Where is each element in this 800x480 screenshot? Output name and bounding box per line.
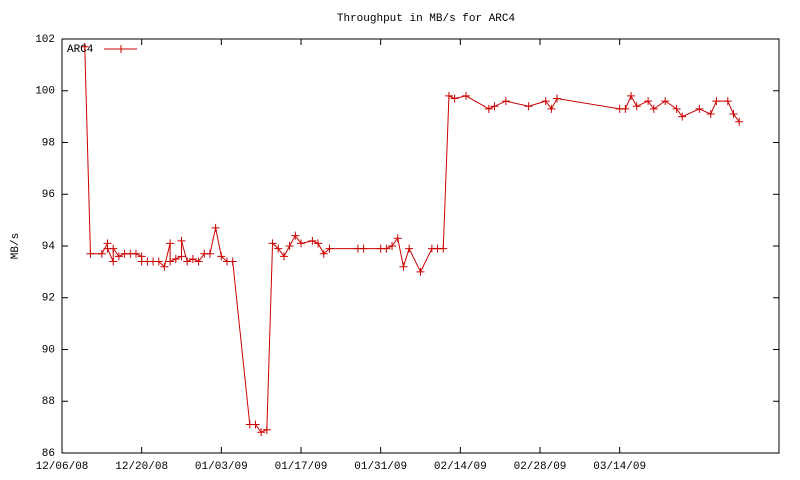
y-tick-label: 90 bbox=[42, 344, 55, 356]
point-marker bbox=[644, 97, 653, 106]
point-marker bbox=[205, 249, 214, 258]
x-tick-label: 12/20/08 bbox=[115, 461, 168, 473]
x-tick-label: 02/14/09 bbox=[434, 461, 487, 473]
point-marker bbox=[490, 102, 499, 111]
point-marker bbox=[405, 244, 414, 253]
point-marker bbox=[501, 97, 510, 106]
series-line bbox=[84, 46, 740, 433]
point-marker bbox=[251, 420, 260, 429]
point-marker bbox=[484, 104, 493, 113]
point-marker bbox=[228, 257, 237, 266]
point-marker bbox=[553, 94, 562, 103]
point-marker bbox=[314, 239, 323, 248]
point-marker bbox=[80, 42, 89, 51]
point-marker bbox=[399, 262, 408, 271]
point-marker bbox=[382, 244, 391, 253]
point-marker bbox=[194, 257, 203, 266]
x-tick-label: 01/03/09 bbox=[195, 461, 248, 473]
point-marker bbox=[723, 97, 732, 106]
x-tick-label: 03/14/09 bbox=[593, 461, 646, 473]
point-marker bbox=[308, 236, 317, 245]
point-marker bbox=[160, 262, 169, 271]
point-marker bbox=[177, 252, 186, 261]
point-marker bbox=[735, 117, 744, 126]
point-marker bbox=[416, 267, 425, 276]
point-marker bbox=[672, 104, 681, 113]
point-marker bbox=[439, 244, 448, 253]
y-tick-label: 86 bbox=[42, 448, 55, 460]
point-marker bbox=[262, 425, 271, 434]
point-marker bbox=[695, 104, 704, 113]
point-marker bbox=[678, 112, 687, 121]
point-marker bbox=[359, 244, 368, 253]
point-marker bbox=[649, 104, 658, 113]
x-tick-label: 02/28/09 bbox=[514, 461, 567, 473]
y-tick-label: 102 bbox=[35, 34, 55, 46]
chart-title: Throughput in MB/s for ARC4 bbox=[337, 13, 516, 25]
y-tick-label: 98 bbox=[42, 137, 55, 149]
point-marker bbox=[388, 242, 397, 250]
point-marker bbox=[109, 257, 118, 266]
point-marker bbox=[547, 104, 556, 113]
point-marker bbox=[268, 239, 277, 248]
point-marker bbox=[729, 110, 738, 119]
point-marker bbox=[319, 249, 328, 258]
point-marker bbox=[524, 102, 533, 111]
point-marker bbox=[291, 231, 300, 240]
point-marker bbox=[661, 97, 670, 106]
point-marker bbox=[131, 249, 140, 258]
point-marker bbox=[166, 239, 175, 248]
legend-marker bbox=[117, 45, 125, 53]
point-marker bbox=[444, 91, 453, 100]
point-marker bbox=[627, 91, 636, 100]
point-marker bbox=[450, 94, 459, 103]
point-marker bbox=[462, 91, 471, 100]
point-marker bbox=[183, 257, 192, 266]
point-marker bbox=[109, 244, 118, 253]
point-marker bbox=[86, 249, 95, 258]
y-tick-label: 88 bbox=[42, 396, 55, 408]
point-marker bbox=[154, 257, 163, 266]
point-marker bbox=[188, 254, 197, 263]
point-marker bbox=[279, 252, 288, 261]
y-axis-label: MB/s bbox=[10, 233, 22, 259]
x-tick-label: 01/17/09 bbox=[275, 461, 328, 473]
point-marker bbox=[166, 257, 175, 266]
point-marker bbox=[325, 244, 334, 253]
y-tick-label: 94 bbox=[42, 241, 56, 253]
point-marker bbox=[706, 110, 715, 119]
point-marker bbox=[285, 242, 294, 250]
point-marker bbox=[274, 244, 283, 253]
point-marker bbox=[171, 254, 180, 263]
y-tick-label: 92 bbox=[42, 293, 55, 305]
x-tick-label: 12/06/08 bbox=[36, 461, 89, 473]
legend-label: ARC4 bbox=[67, 44, 94, 56]
x-tick-label: 01/31/09 bbox=[354, 461, 407, 473]
point-marker bbox=[297, 239, 305, 248]
point-marker bbox=[632, 102, 641, 111]
point-marker bbox=[621, 104, 630, 113]
point-marker bbox=[393, 234, 402, 243]
point-marker bbox=[97, 249, 106, 258]
point-marker bbox=[712, 97, 721, 106]
point-marker bbox=[177, 236, 186, 245]
y-tick-label: 96 bbox=[42, 189, 55, 201]
y-tick-label: 100 bbox=[35, 86, 55, 98]
point-marker bbox=[211, 223, 220, 232]
point-marker bbox=[541, 97, 550, 106]
point-marker bbox=[114, 252, 123, 261]
point-marker bbox=[257, 428, 266, 437]
point-marker bbox=[217, 252, 226, 261]
